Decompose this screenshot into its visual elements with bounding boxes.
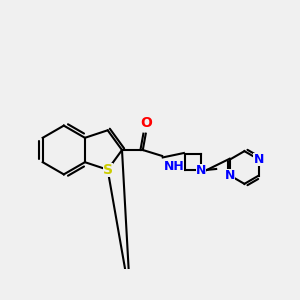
Text: N: N bbox=[254, 153, 264, 166]
Text: N: N bbox=[225, 169, 236, 182]
Text: S: S bbox=[103, 163, 113, 177]
Text: O: O bbox=[140, 116, 152, 130]
Text: NH: NH bbox=[164, 160, 184, 173]
Text: N: N bbox=[196, 164, 206, 177]
